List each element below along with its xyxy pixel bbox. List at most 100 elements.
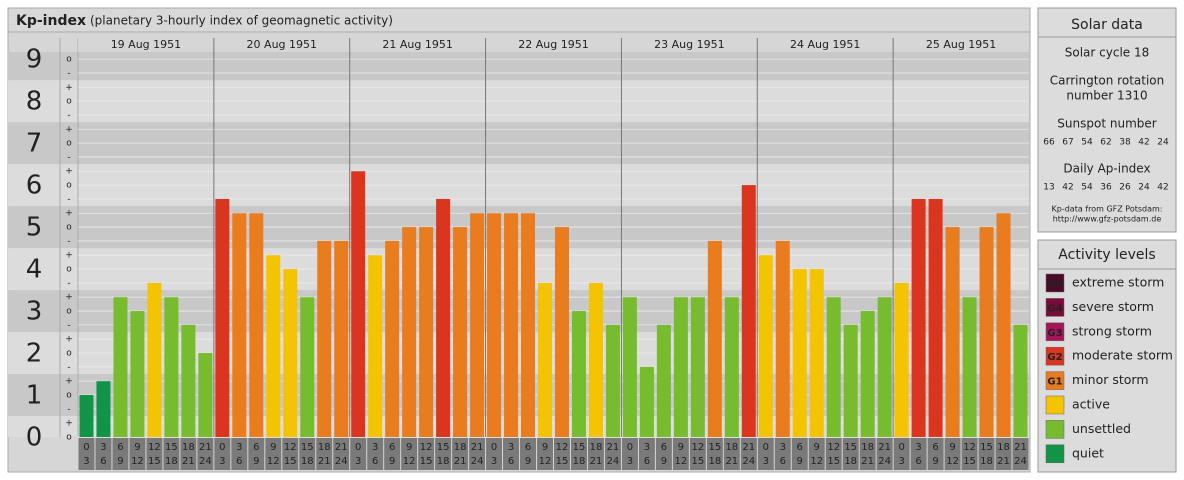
- sunspot-value: 54: [1081, 138, 1093, 148]
- hour-cell: [842, 438, 859, 470]
- chart-subtitle: (planetary 3-hourly index of geomagnetic…: [90, 14, 393, 28]
- hour-label: 18: [318, 442, 331, 453]
- hour-cell: [435, 438, 452, 470]
- hour-label: 0: [627, 442, 633, 453]
- hour-label: 21: [199, 442, 212, 453]
- ap-value: 13: [1043, 183, 1054, 193]
- y-tick-label: 3: [26, 297, 43, 327]
- bar: [164, 297, 179, 437]
- solar-panel: [1037, 7, 1177, 233]
- hour-label: 9: [406, 442, 412, 453]
- hour-cell: [129, 438, 146, 470]
- minor-tick-label: -: [67, 362, 70, 372]
- hour-cell: [350, 438, 367, 470]
- ap-value: 42: [1157, 183, 1168, 193]
- bar: [554, 227, 569, 437]
- bar: [979, 227, 994, 437]
- hour-cell: [384, 438, 401, 470]
- hour-label: 12: [131, 456, 144, 467]
- hour-label: 21: [997, 456, 1010, 467]
- hour-label: 3: [372, 442, 378, 453]
- hour-cell: [740, 438, 757, 470]
- sunspot-value: 67: [1062, 138, 1073, 148]
- hour-cell: [893, 438, 910, 470]
- hour-cell: [554, 438, 570, 470]
- hour-cell: [469, 438, 486, 470]
- bar: [588, 282, 603, 437]
- hour-label: 21: [742, 442, 755, 453]
- hour-label: 6: [100, 456, 106, 467]
- legend-swatch: [1045, 420, 1065, 439]
- hour-label: 9: [525, 456, 531, 467]
- hour-cell: [791, 438, 808, 470]
- bar: [877, 297, 892, 437]
- minor-tick-label: +: [65, 167, 73, 177]
- day-header: [893, 38, 1029, 52]
- hour-label: 0: [763, 442, 769, 453]
- hour-cell: [910, 438, 927, 470]
- hour-label: 3: [508, 442, 514, 453]
- hour-cell: [587, 438, 604, 470]
- y-tick-label: 7: [26, 129, 43, 159]
- hour-label: 24: [742, 456, 755, 467]
- legend-code: G2: [1047, 352, 1062, 363]
- hour-cell: [706, 438, 723, 470]
- bar: [351, 171, 366, 438]
- bar: [96, 381, 111, 437]
- hour-cell: [231, 438, 248, 470]
- sunspot-value: 42: [1138, 138, 1149, 148]
- bar: [436, 198, 451, 437]
- legend-title: Activity levels: [1058, 247, 1155, 263]
- hour-label: 6: [253, 442, 259, 453]
- hour-cell: [248, 438, 265, 470]
- hour-label: 15: [827, 456, 840, 467]
- bar: [283, 269, 298, 437]
- day-label: 23 Aug 1951: [654, 38, 724, 51]
- hour-cell: [570, 438, 587, 470]
- bar: [758, 255, 773, 437]
- hour-label: 6: [661, 442, 667, 453]
- legend-label: active: [1072, 397, 1110, 412]
- hour-label: 9: [542, 442, 548, 453]
- hour-cell: [621, 438, 638, 470]
- hour-cell: [299, 438, 316, 470]
- hour-label: 15: [420, 456, 433, 467]
- hour-label: 21: [471, 442, 484, 453]
- legend-label: quiet: [1072, 445, 1104, 460]
- legend-code: G1: [1047, 377, 1062, 388]
- hour-label: 9: [117, 456, 123, 467]
- hour-label: 24: [1014, 456, 1027, 467]
- bar: [79, 395, 94, 437]
- hour-cell: [95, 438, 112, 470]
- bar: [809, 269, 824, 437]
- hour-label: 3: [236, 442, 242, 453]
- bar: [843, 324, 858, 437]
- minor-tick-label: +: [65, 293, 73, 303]
- minor-tick-label: o: [66, 223, 72, 233]
- bar: [487, 213, 502, 437]
- hour-label: 12: [539, 456, 552, 467]
- hour-label: 0: [83, 442, 89, 453]
- hour-cell: [825, 438, 842, 470]
- hour-label: 15: [708, 442, 721, 453]
- bar: [792, 269, 807, 437]
- y-tick-label: 0: [26, 423, 43, 453]
- hour-label: 18: [165, 456, 178, 467]
- minor-tick-label: o: [66, 433, 72, 443]
- hour-label: 15: [980, 442, 993, 453]
- hour-label: 18: [844, 456, 857, 467]
- hour-label: 24: [199, 456, 212, 467]
- minor-tick-label: o: [66, 97, 72, 107]
- hour-label: 15: [301, 442, 314, 453]
- minor-tick-label: o: [66, 349, 72, 359]
- legend-code: G5: [1047, 279, 1062, 290]
- hour-label: 12: [946, 456, 959, 467]
- bar: [538, 282, 553, 437]
- minor-tick-label: -: [67, 68, 70, 78]
- hour-label: 18: [590, 442, 603, 453]
- bar: [996, 213, 1011, 437]
- hour-label: 6: [780, 456, 786, 467]
- y-tick-label: 5: [26, 213, 43, 243]
- bar: [385, 240, 400, 437]
